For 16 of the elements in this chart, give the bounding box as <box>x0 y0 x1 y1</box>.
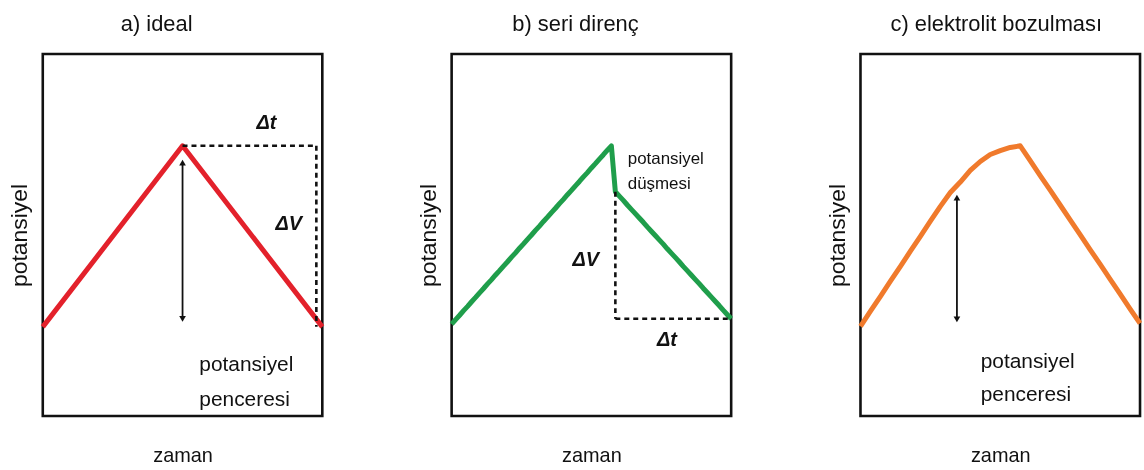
annotation: ΔV <box>274 212 304 235</box>
chart-title: c) elektrolit bozulması <box>890 11 1103 37</box>
x-axis-title: zaman <box>970 444 1031 467</box>
annotation: potansiyel penceresi <box>199 352 294 411</box>
chart-title: a) ideal <box>120 11 193 37</box>
annotation: potansiyel düşmesi <box>627 148 704 193</box>
annotation: ΔV <box>571 248 601 271</box>
y-axis-title: potansiyel <box>6 183 33 287</box>
text: Δt <box>255 110 278 133</box>
x-axis-title: zaman <box>153 444 213 467</box>
y-axis-title: potansiyel <box>824 183 851 287</box>
chart-title: b) seri direnç <box>512 11 639 37</box>
annotation: Δt <box>655 327 679 350</box>
annotation: potansiyel penceresi <box>980 348 1075 405</box>
y-axis-title: potansiyel <box>415 183 442 287</box>
x-axis-title: zaman <box>562 444 622 467</box>
